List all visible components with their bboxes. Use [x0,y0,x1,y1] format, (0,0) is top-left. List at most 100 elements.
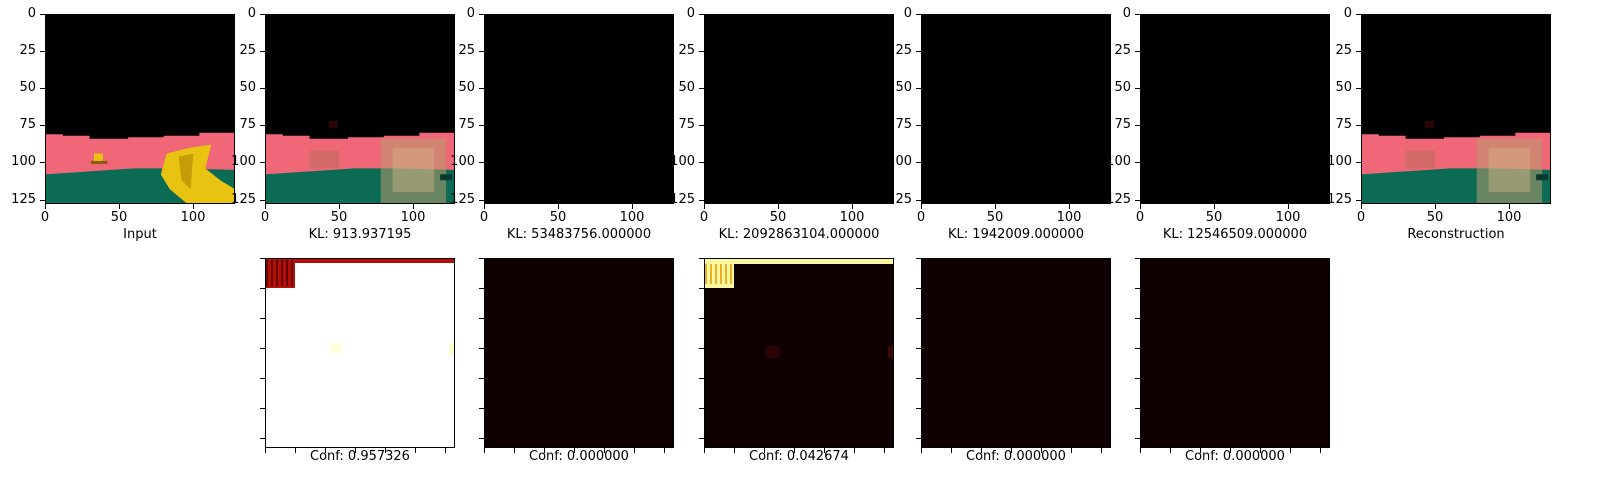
blur-spot [328,120,338,129]
y-tick-label: 25 [678,43,695,58]
y-tick-label: 125 [887,192,912,207]
heatmap-corner-block [704,258,734,288]
x-tick-label: 0 [260,210,270,225]
top-panel-5 [1140,14,1330,204]
top-caption-6: Reconstruction [1407,227,1505,242]
x-tick-label: 50 [549,210,567,225]
y-tick-mark [479,88,484,89]
x-tick-mark [1011,448,1012,453]
x-tick-mark [385,448,386,453]
x-tick-mark [664,448,665,453]
y-tick-label: 100 [1327,154,1352,169]
y-tick-mark [260,88,265,89]
y-tick-mark [479,200,484,201]
x-tick-mark [45,204,46,209]
y-tick-mark [479,258,484,259]
y-tick-mark [1356,51,1361,52]
heatmap-corner-stripe [705,264,707,284]
x-tick-mark [265,448,266,453]
x-tick-label: 50 [330,210,348,225]
heatmap-faint-spot [449,343,455,355]
heatmap-corner-stripe [276,260,278,286]
y-tick-mark [699,438,704,439]
black-image [1140,14,1330,204]
x-tick-label: 50 [1426,210,1444,225]
x-tick-label: 50 [110,210,128,225]
x-tick-mark [339,204,340,209]
y-tick-mark [479,162,484,163]
x-tick-mark [794,448,795,453]
blur-dark-spot [440,174,453,181]
x-tick-mark [544,448,545,453]
y-tick-mark [916,378,921,379]
y-tick-mark [1135,378,1140,379]
heatmap-corner-stripe [291,260,293,286]
y-tick-mark [260,408,265,409]
y-tick-mark [1135,88,1140,89]
top-panel-5-image [1140,14,1330,204]
y-tick-mark [916,348,921,349]
y-tick-label: 75 [19,117,36,132]
top-panel-2 [484,14,674,204]
y-tick-mark [1135,438,1140,439]
top-panel-4-image [921,14,1111,204]
x-tick-label: 0 [1135,210,1145,225]
y-tick-mark [479,318,484,319]
top-panel-3 [704,14,894,204]
y-tick-mark [260,348,265,349]
x-tick-mark [265,204,266,209]
blur-object-core [1488,147,1531,193]
y-tick-mark [479,125,484,126]
bottom-panel-0-image [265,258,455,448]
y-tick-label: 50 [1114,80,1131,95]
y-tick-mark [1135,408,1140,409]
y-tick-mark [40,125,45,126]
y-tick-mark [699,408,704,409]
x-tick-mark [445,448,446,453]
heatmap-corner-stripe [271,260,273,286]
blur-patch [309,150,340,169]
y-tick-label: 50 [239,80,256,95]
y-tick-mark [916,14,921,15]
y-tick-mark [916,288,921,289]
x-tick-mark [119,204,120,209]
bottom-caption-2: Conf: 0.042674 [749,449,849,464]
x-tick-mark [951,448,952,453]
y-tick-label: 75 [239,117,256,132]
y-tick-mark [260,200,265,201]
y-tick-label: 0 [247,6,256,21]
x-tick-mark [415,448,416,453]
heatmap-corner-stripe [730,264,732,284]
heatmap-corner-stripe [710,264,712,284]
bottom-caption-0: Conf: 0.957326 [310,449,410,464]
y-tick-label: 125 [11,192,36,207]
y-tick-mark [1356,200,1361,201]
blur-object [1476,138,1543,204]
x-tick-mark [1361,204,1362,209]
y-tick-mark [699,258,704,259]
x-tick-mark [1200,448,1201,453]
x-tick-mark [1041,448,1042,453]
x-tick-mark [995,204,996,209]
top-panel-0-image [45,14,235,204]
y-tick-mark [1356,88,1361,89]
heatmap-faint-spot [766,346,780,358]
x-tick-mark [852,204,853,209]
x-tick-mark [704,448,705,453]
x-tick-label: 50 [1205,210,1223,225]
black-image [921,14,1111,204]
y-tick-mark [699,378,704,379]
bottom-panel-3 [921,258,1111,448]
y-tick-mark [916,88,921,89]
y-tick-label: 100 [887,154,912,169]
y-tick-mark [1356,125,1361,126]
x-tick-label: 50 [986,210,1004,225]
x-tick-mark [704,204,705,209]
heatmap-background [484,258,674,448]
y-tick-label: 0 [1343,6,1352,21]
x-tick-mark [921,448,922,453]
x-tick-mark [1140,448,1141,453]
x-tick-mark [1140,204,1141,209]
x-tick-label: 100 [1275,210,1301,225]
bottom-panel-4-image [1140,258,1330,448]
